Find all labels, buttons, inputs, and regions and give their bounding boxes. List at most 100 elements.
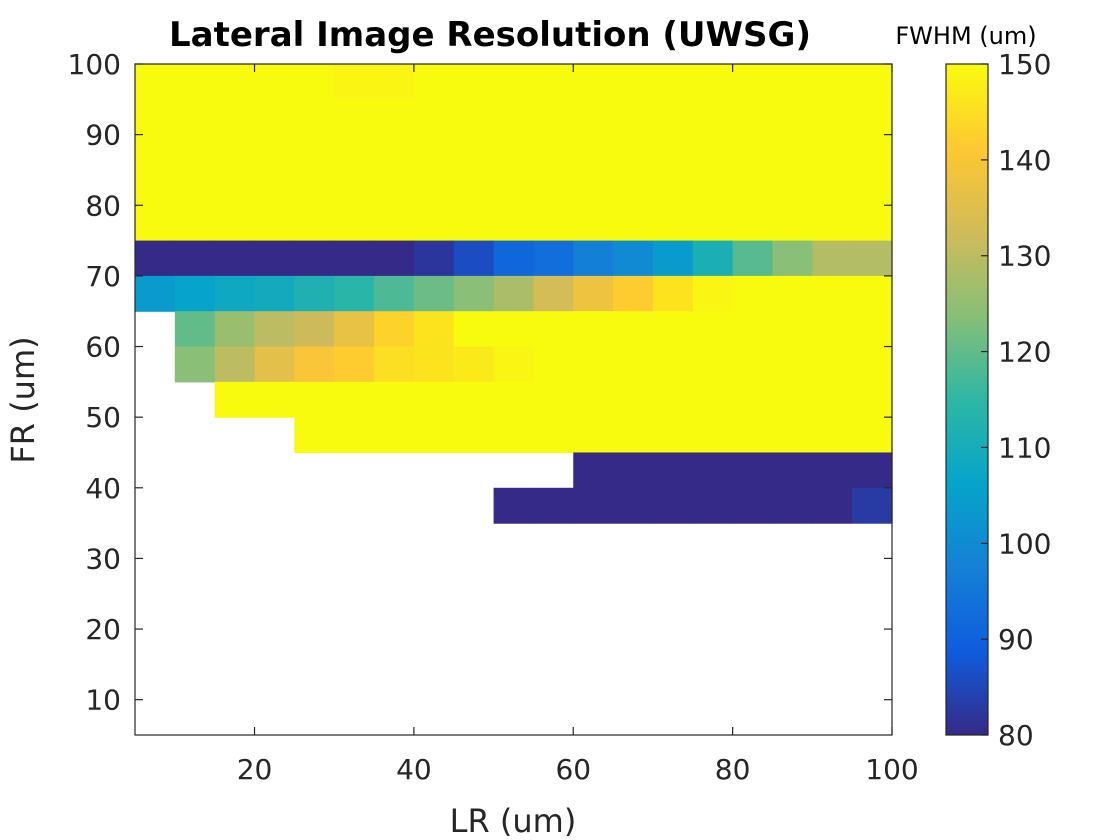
heatmap-cell bbox=[294, 169, 335, 206]
heatmap-cell bbox=[852, 417, 893, 454]
heatmap-cell bbox=[613, 346, 654, 383]
heatmap-cell bbox=[772, 169, 813, 206]
colorbar-tick-label: 110 bbox=[998, 431, 1051, 464]
heatmap-cell bbox=[374, 275, 415, 312]
heatmap-cell bbox=[573, 134, 614, 171]
heatmap-cell bbox=[852, 452, 893, 489]
colorbar-tick-label: 120 bbox=[998, 336, 1051, 369]
heatmap-cell bbox=[692, 346, 734, 383]
heatmap-cell bbox=[732, 452, 774, 489]
heatmap-cell bbox=[852, 64, 893, 100]
heatmap-cell bbox=[334, 240, 375, 277]
plot-frame bbox=[134, 63, 893, 736]
heatmap-cell bbox=[413, 381, 455, 418]
heatmap-cell bbox=[374, 346, 415, 383]
heatmap-cell bbox=[413, 275, 455, 312]
heatmap-cell bbox=[214, 381, 256, 418]
heatmap-cell bbox=[453, 275, 495, 312]
heatmap-cell bbox=[652, 417, 694, 454]
colorbar-tick-label: 100 bbox=[998, 527, 1051, 560]
heatmap-cell bbox=[294, 64, 335, 100]
heatmap-cell bbox=[135, 134, 176, 171]
heatmap-cell bbox=[652, 240, 694, 277]
heatmap-cell bbox=[573, 169, 614, 206]
heatmap-cell bbox=[493, 417, 535, 454]
y-tick-label: 30 bbox=[85, 542, 121, 575]
heatmap-cell bbox=[174, 346, 216, 383]
heatmap-cell bbox=[852, 169, 893, 206]
heatmap-cell bbox=[573, 417, 614, 454]
heatmap-cell bbox=[692, 169, 734, 206]
heatmap-cell bbox=[573, 240, 614, 277]
heatmap-cell bbox=[214, 346, 256, 383]
heatmap-cell bbox=[573, 452, 614, 489]
heatmap-cell bbox=[493, 275, 535, 312]
y-tick-label: 60 bbox=[85, 331, 121, 364]
heatmap-cell bbox=[812, 346, 853, 383]
heatmap-cell bbox=[374, 417, 415, 454]
heatmap-cell bbox=[533, 311, 574, 348]
x-tick-label: 40 bbox=[396, 753, 432, 786]
heatmap-cell bbox=[732, 381, 774, 418]
heatmap-cell bbox=[135, 205, 176, 242]
heatmap-cell bbox=[294, 311, 335, 348]
heatmap-cell bbox=[493, 311, 535, 348]
x-tick-label: 20 bbox=[237, 753, 273, 786]
heatmap-cell bbox=[573, 99, 614, 136]
heatmap-cell bbox=[652, 169, 694, 206]
heatmap-cell bbox=[413, 134, 455, 171]
heatmap-cell bbox=[812, 452, 853, 489]
x-tick-label: 80 bbox=[715, 753, 751, 786]
heatmap-cell bbox=[692, 417, 734, 454]
heatmap-cell bbox=[294, 205, 335, 242]
heatmap-cell bbox=[732, 275, 774, 312]
heatmap-cell bbox=[374, 311, 415, 348]
heatmap-cell bbox=[652, 311, 694, 348]
colorbar-tick-label: 80 bbox=[998, 719, 1034, 752]
heatmap-cell bbox=[374, 64, 415, 100]
heatmap-cell bbox=[493, 346, 535, 383]
heatmap-cell bbox=[772, 417, 813, 454]
heatmap-cell bbox=[254, 64, 295, 100]
heatmap-cell bbox=[214, 99, 256, 136]
heatmap-cell bbox=[613, 311, 654, 348]
heatmap-cell bbox=[772, 311, 813, 348]
heatmap-cell bbox=[413, 240, 455, 277]
heatmap-cell bbox=[732, 169, 774, 206]
heatmap-cell bbox=[334, 169, 375, 206]
colorbar-gradient bbox=[945, 63, 989, 736]
heatmap-cell bbox=[772, 99, 813, 136]
heatmap-cell bbox=[374, 99, 415, 136]
heatmap-cell bbox=[812, 64, 853, 100]
heatmap-cell bbox=[493, 487, 535, 524]
heatmap-cell bbox=[374, 381, 415, 418]
heatmap-cell bbox=[334, 346, 375, 383]
heatmap-cell bbox=[652, 381, 694, 418]
heatmap-cell bbox=[453, 169, 495, 206]
colorbar-tick-label: 130 bbox=[998, 240, 1051, 273]
heatmap-cell bbox=[294, 346, 335, 383]
heatmap-cell bbox=[174, 64, 216, 100]
heatmap-cell bbox=[334, 134, 375, 171]
heatmap-cell bbox=[214, 134, 256, 171]
y-tick-label: 40 bbox=[85, 472, 121, 505]
heatmap-cell bbox=[214, 169, 256, 206]
heatmap-cell bbox=[135, 169, 176, 206]
heatmap-cell bbox=[334, 64, 375, 100]
heatmap-cell bbox=[374, 240, 415, 277]
heatmap-cell bbox=[135, 64, 176, 100]
heatmap-cell bbox=[453, 205, 495, 242]
heatmap-cell bbox=[254, 346, 295, 383]
heatmap-cell bbox=[413, 99, 455, 136]
heatmap-cell bbox=[812, 311, 853, 348]
heatmap-cell bbox=[652, 99, 694, 136]
heatmap-cell bbox=[812, 205, 853, 242]
heatmap-cell bbox=[174, 311, 216, 348]
heatmap-cell bbox=[334, 417, 375, 454]
heatmap-cell bbox=[533, 99, 574, 136]
heatmap-cell bbox=[453, 417, 495, 454]
heatmap-cell bbox=[214, 240, 256, 277]
heatmap-cell bbox=[533, 134, 574, 171]
heatmap-cell bbox=[334, 311, 375, 348]
